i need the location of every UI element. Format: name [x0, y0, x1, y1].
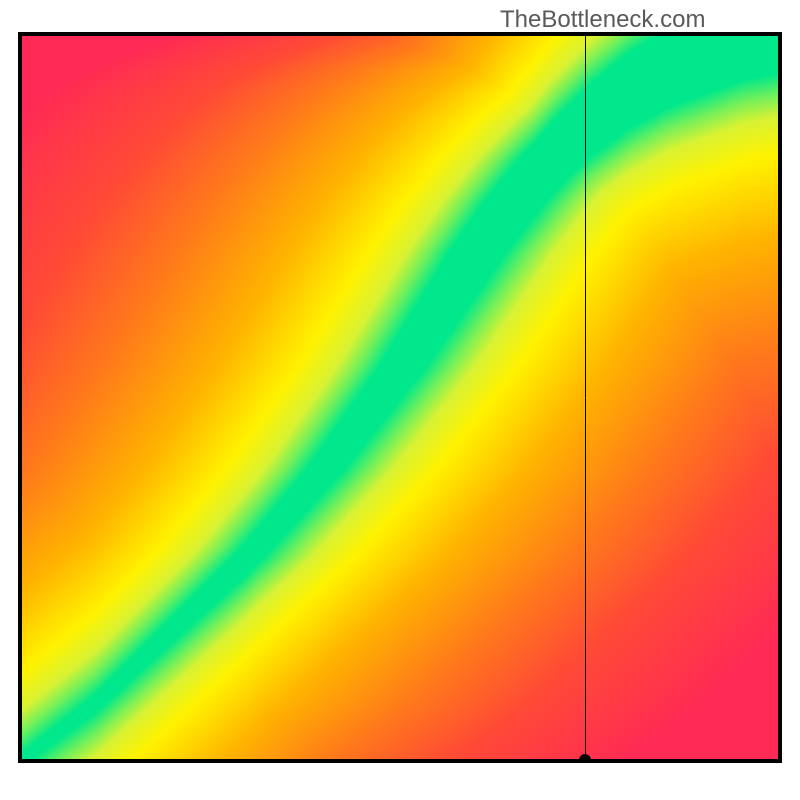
- heatmap-plot: [18, 32, 782, 763]
- watermark-text: TheBottleneck.com: [500, 6, 705, 34]
- heatmap-canvas: [18, 32, 782, 763]
